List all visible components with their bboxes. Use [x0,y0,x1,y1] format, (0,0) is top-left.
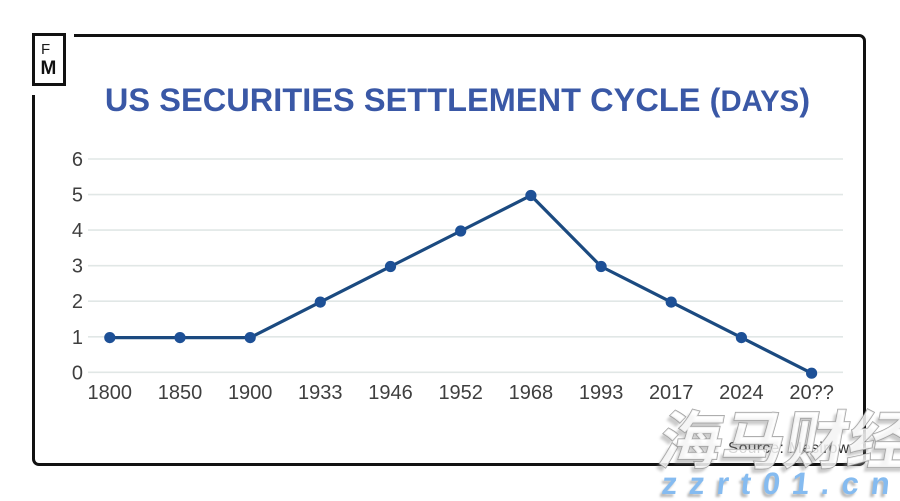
svg-text:20??: 20?? [789,382,834,404]
svg-text:3: 3 [72,256,83,278]
svg-text:1850: 1850 [158,382,203,404]
svg-text:1800: 1800 [88,382,133,404]
svg-text:2017: 2017 [649,382,694,404]
svg-text:1900: 1900 [228,382,273,404]
svg-text:1933: 1933 [298,382,343,404]
svg-text:6: 6 [72,149,83,171]
svg-text:1952: 1952 [438,382,483,404]
svg-text:1946: 1946 [368,382,413,404]
svg-text:1968: 1968 [509,382,554,404]
svg-text:1: 1 [72,327,83,349]
svg-text:0: 0 [72,362,83,384]
svg-text:2: 2 [72,291,83,313]
svg-text:4: 4 [72,220,83,242]
svg-text:1993: 1993 [579,382,624,404]
svg-text:5: 5 [72,185,83,207]
svg-text:2024: 2024 [719,382,764,404]
